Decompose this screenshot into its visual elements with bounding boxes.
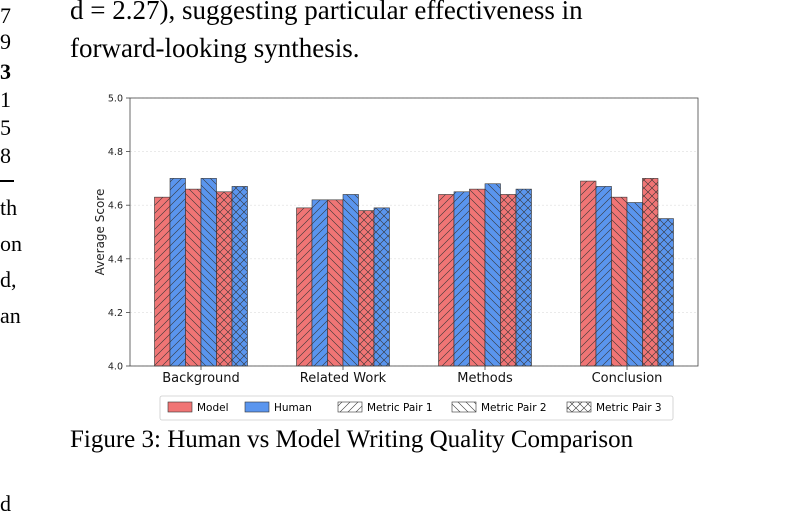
bar-hatch xyxy=(311,199,328,367)
left-column-fragment: 3 xyxy=(0,59,11,84)
legend-swatch-model xyxy=(167,401,193,413)
left-column-fragment: th xyxy=(0,195,18,220)
legend-swatch-metric-pair-1 xyxy=(337,401,363,413)
left-column-fragment: 7 xyxy=(0,3,11,28)
bar-hatch xyxy=(515,188,532,367)
bar-hatch xyxy=(469,188,486,367)
left-column-rule xyxy=(0,180,14,182)
left-column-fragment: 8 xyxy=(0,143,11,168)
bar-hatch xyxy=(642,178,659,367)
left-column-fragment: 1 xyxy=(0,87,11,112)
bar-hatch xyxy=(611,196,628,367)
bar-hatch xyxy=(200,178,217,367)
bar-hatch xyxy=(438,194,455,367)
legend-entry: Model xyxy=(197,402,229,414)
left-column-fragment: 9 xyxy=(0,29,11,54)
bar-hatch xyxy=(216,191,233,367)
score-bar-chart: 4.0 4.2 4.4 4.6 4.8 5.0 Background Related Wor… xyxy=(93,94,699,421)
x-tick-label: Methods xyxy=(457,371,513,386)
y-tick-label: 5.0 xyxy=(108,94,123,105)
bar-hatch xyxy=(185,188,202,367)
bar-hatch xyxy=(657,218,674,367)
bar-hatch xyxy=(231,186,248,367)
body-text-line-1: d = 2.27), suggesting particular effecti… xyxy=(70,0,583,25)
y-axis-label: Average Score xyxy=(93,189,107,276)
y-tick-label: 4.2 xyxy=(108,308,123,319)
x-tick-label: Background xyxy=(162,371,240,386)
left-column-fragment: an xyxy=(0,303,21,328)
left-column-fragment: d, xyxy=(0,267,17,292)
y-tick-label: 4.0 xyxy=(108,362,123,373)
legend-entry: Human xyxy=(274,402,312,414)
x-tick-label: Conclusion xyxy=(592,371,663,386)
bar-hatch xyxy=(169,178,186,367)
legend: Model Human Metric Pair 1 Metric Pair 2 … xyxy=(159,395,674,421)
bar-hatch xyxy=(595,186,612,367)
y-axis-ticks: 4.0 4.2 4.4 4.6 4.8 5.0 xyxy=(108,94,130,373)
bar-hatch xyxy=(453,191,470,367)
bar-hatch xyxy=(358,210,375,367)
figure-caption: Figure 3: Human vs Model Writing Quality… xyxy=(70,426,634,453)
bar-hatch xyxy=(373,207,390,367)
left-column-fragment: d xyxy=(0,491,11,516)
bar-hatch xyxy=(500,194,517,367)
y-tick-label: 4.8 xyxy=(108,147,123,158)
bar-hatch xyxy=(484,183,501,367)
bar-hatch xyxy=(327,199,344,367)
x-tick-label: Related Work xyxy=(300,371,387,386)
plot-frame xyxy=(129,97,699,367)
x-axis-ticks: Background Related Work Methods Conclusion xyxy=(162,366,662,386)
legend-entry: Metric Pair 3 xyxy=(596,402,662,414)
left-column-fragment: 5 xyxy=(0,115,11,140)
legend-box xyxy=(159,395,674,421)
legend-swatch-metric-pair-3 xyxy=(566,401,592,413)
bars xyxy=(154,178,674,367)
body-text-line-2: forward-looking synthesis. xyxy=(70,33,360,63)
bar-hatch xyxy=(154,196,171,367)
legend-entry: Metric Pair 1 xyxy=(367,402,433,414)
left-column-fragment: on xyxy=(0,231,22,256)
bar-hatch xyxy=(626,202,643,367)
bar-hatch xyxy=(580,180,597,367)
y-tick-label: 4.6 xyxy=(108,201,123,212)
legend-swatch-metric-pair-2 xyxy=(451,401,477,413)
legend-entry: Metric Pair 2 xyxy=(481,402,547,414)
bar-hatch xyxy=(342,194,359,367)
y-tick-label: 4.4 xyxy=(108,254,123,265)
legend-swatch-human xyxy=(244,401,270,413)
bar-hatch xyxy=(296,207,313,367)
